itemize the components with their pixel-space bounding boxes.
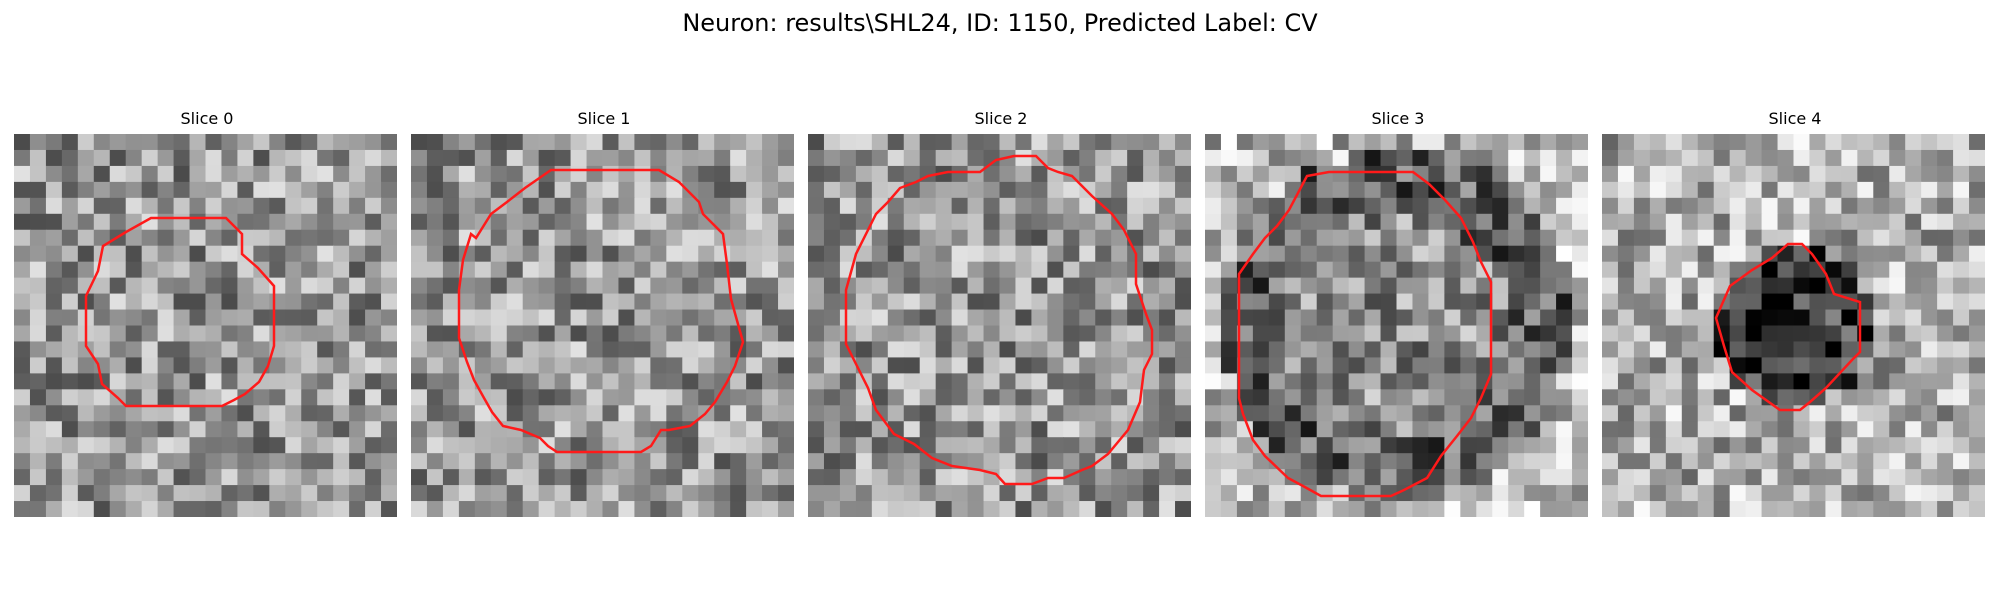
roi-contour bbox=[84, 216, 276, 408]
slice-panel-4: Slice 4 bbox=[1602, 108, 1988, 517]
roi-contour bbox=[844, 154, 1154, 486]
slice-title: Slice 2 bbox=[974, 109, 1028, 128]
roi-contour bbox=[1237, 170, 1493, 498]
slice-image bbox=[14, 134, 397, 517]
slice-image bbox=[1205, 134, 1588, 517]
slice-3-canvas bbox=[1205, 134, 1588, 517]
noise-texture bbox=[1205, 134, 1588, 517]
slice-title: Slice 0 bbox=[180, 109, 234, 128]
slice-image bbox=[1602, 134, 1985, 517]
slice-1-canvas bbox=[411, 134, 794, 517]
slice-title: Slice 3 bbox=[1371, 109, 1425, 128]
slice-image bbox=[411, 134, 794, 517]
slice-image bbox=[808, 134, 1191, 517]
slice-2-canvas bbox=[808, 134, 1191, 517]
roi-contour bbox=[1714, 242, 1862, 412]
noise-texture bbox=[808, 134, 1191, 517]
slice-panel-0: Slice 0 bbox=[14, 108, 400, 517]
roi-contour bbox=[457, 168, 745, 454]
noise-texture bbox=[14, 134, 397, 517]
figure-title: Neuron: results\SHL24, ID: 1150, Predict… bbox=[682, 9, 1318, 37]
slice-panel-3: Slice 3 bbox=[1205, 108, 1591, 517]
slice-title: Slice 4 bbox=[1768, 109, 1822, 128]
noise-texture bbox=[1602, 134, 1985, 517]
noise-texture bbox=[411, 134, 794, 517]
slice-0-canvas bbox=[14, 134, 397, 517]
slice-4-canvas bbox=[1602, 134, 1985, 517]
slice-panel-1: Slice 1 bbox=[411, 108, 797, 517]
slice-title: Slice 1 bbox=[577, 109, 631, 128]
slice-panel-2: Slice 2 bbox=[808, 108, 1194, 517]
